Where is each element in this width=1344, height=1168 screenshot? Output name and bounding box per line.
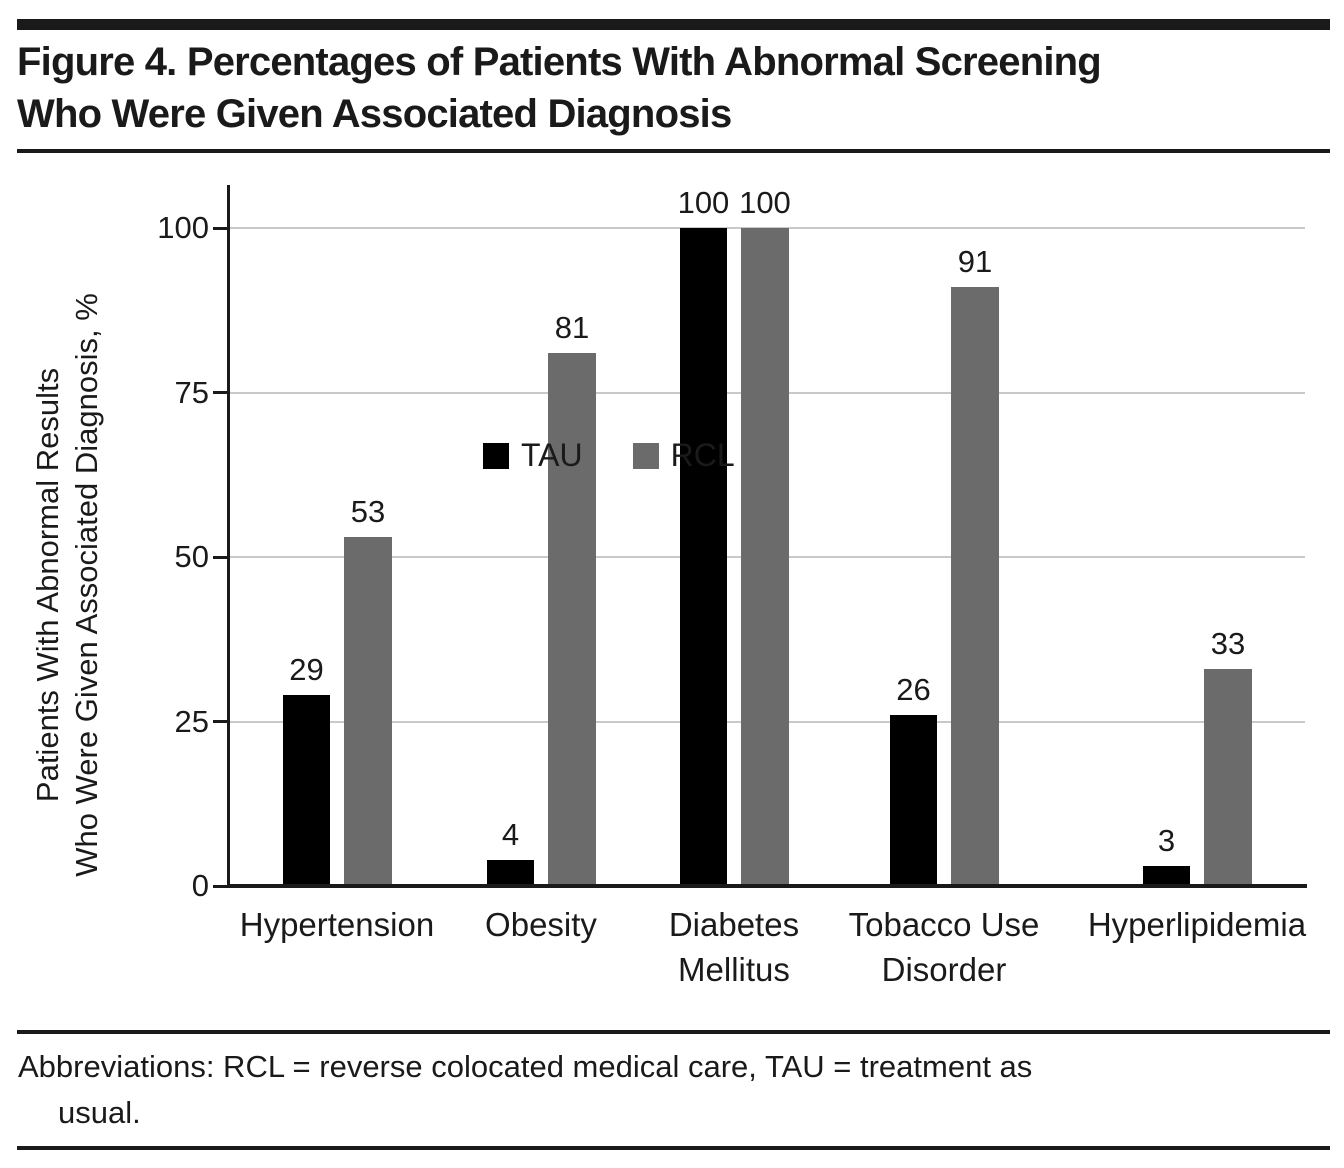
value-label-tau-hypertension: 29 — [289, 652, 324, 688]
value-label-rcl-hypertension: 53 — [350, 494, 386, 530]
legend-swatch-tau — [483, 442, 509, 469]
value-label-rcl-diabetes-mellitus: 100 — [739, 185, 791, 220]
bar-rcl-obesity — [547, 353, 596, 886]
y-tick-75 — [213, 391, 227, 394]
y-tick-label-50: 50 — [174, 539, 209, 574]
value-label-rcl-obesity: 81 — [554, 310, 590, 346]
x-category-label-line: Obesity — [485, 906, 597, 943]
bar-tau-obesity — [486, 859, 534, 886]
x-category-label-hyperlipidemia: Hyperlipidemia — [1037, 902, 1344, 947]
bar-rcl-hypertension — [343, 537, 392, 886]
bar-rcl-hyperlipidemia — [1203, 668, 1252, 886]
y-tick-label-25: 25 — [174, 703, 209, 739]
footnote-bottom-rule — [17, 1146, 1330, 1150]
y-tick-100 — [213, 226, 227, 230]
x-category-label-diabetes-mellitus: Diabetes Mellitus — [574, 902, 894, 992]
y-tick-label-0: 0 — [191, 868, 209, 903]
chart-legend: TAU RCL — [483, 437, 735, 474]
x-category-label-line: Diabetes — [668, 906, 800, 943]
x-category-label-line: Hypertension — [239, 906, 435, 943]
value-label-rcl-tobacco-use-disorder: 91 — [957, 244, 993, 280]
y-axis-title-line-1: Patients With Abnormal Results — [30, 367, 65, 803]
y-tick-label-75: 75 — [174, 374, 209, 410]
y-tick-0 — [213, 884, 227, 888]
footnote-line-2: usual. — [58, 1095, 141, 1130]
bar-tau-hyperlipidemia — [1142, 866, 1190, 886]
x-axis-line — [227, 884, 1307, 888]
x-category-label-hypertension: Hypertension — [177, 902, 497, 947]
x-category-label-line: Mellitus — [678, 951, 790, 988]
legend-label-rcl: RCL — [670, 437, 735, 473]
value-label-tau-obesity: 4 — [501, 816, 520, 852]
y-axis-line — [227, 185, 230, 886]
y-axis-title: Patients With Abnormal Results Who Were … — [28, 235, 106, 935]
legend-label-tau: TAU — [521, 437, 583, 473]
x-category-label-line: Hyperlipidemia — [1087, 906, 1307, 943]
y-tick-label-100: 100 — [157, 210, 209, 245]
bar-rcl-diabetes-mellitus — [740, 228, 789, 886]
value-label-tau-hyperlipidemia: 3 — [1157, 823, 1176, 859]
value-label-tau-tobacco-use-disorder: 26 — [896, 671, 931, 707]
figure-title-line-1: Figure 4. Percentages of Patients With A… — [17, 40, 1102, 84]
title-divider-rule — [17, 149, 1330, 153]
bar-rcl-tobacco-use-disorder — [951, 287, 999, 886]
footnote-top-rule — [17, 1030, 1330, 1034]
y-tick-50 — [213, 555, 227, 559]
x-category-label-line: Disorder — [881, 951, 1007, 988]
bar-tau-tobacco-use-disorder — [890, 714, 937, 886]
y-axis-title-line-2: Who Were Given Associated Diagnosis, % — [69, 293, 104, 877]
x-category-label-line: Tobacco Use — [848, 906, 1040, 943]
x-category-label-tobacco-use-disorder: Tobacco Use Disorder — [784, 902, 1104, 992]
value-label-tau-diabetes-mellitus: 100 — [677, 185, 730, 220]
footnote-line-1: Abbreviations: RCL = reverse colocated m… — [18, 1049, 1033, 1084]
bar-chart-plot-area: TAU RCL 0 25 50 75 100 29 53 Hypertension 4 81 Obe… — [157, 185, 1307, 988]
top-rule — [17, 19, 1330, 30]
y-tick-25 — [213, 720, 227, 723]
abbreviations-footnote: Abbreviations: RCL = reverse colocated m… — [18, 1044, 1032, 1136]
value-label-rcl-hyperlipidemia: 33 — [1210, 625, 1246, 661]
legend-swatch-rcl — [632, 442, 659, 469]
x-category-label-obesity: Obesity — [381, 902, 701, 947]
figure-title: Figure 4. Percentages of Patients With A… — [17, 36, 1102, 140]
bar-tau-diabetes-mellitus — [679, 228, 727, 886]
bar-tau-hypertension — [282, 695, 330, 886]
figure-title-line-2: Who Were Given Associated Diagnosis — [17, 92, 732, 136]
